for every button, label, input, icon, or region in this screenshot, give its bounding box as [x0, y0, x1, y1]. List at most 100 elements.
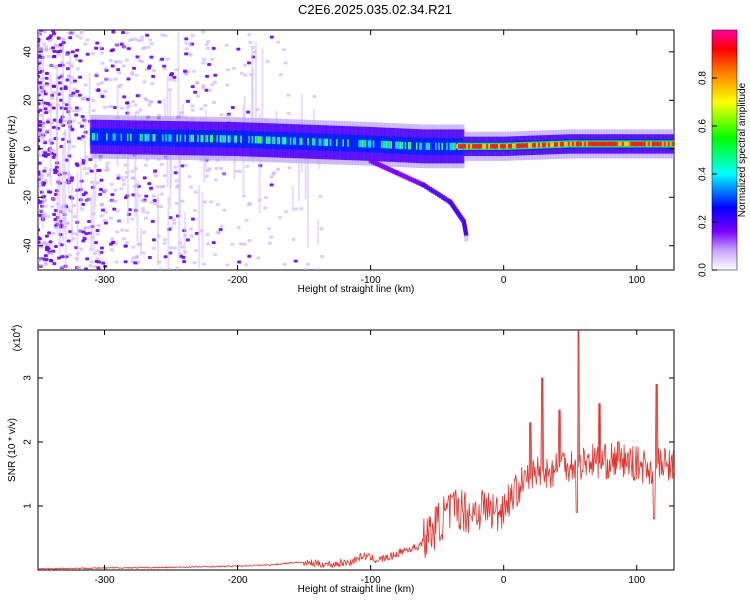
- spectrogram-noise-cell: [184, 47, 189, 51]
- spectrogram-band-mid: [125, 128, 128, 146]
- spectrogram-noise-cell: [52, 49, 57, 53]
- spectrogram-noise-cell: [207, 88, 212, 92]
- spectrogram-band-core: [265, 136, 269, 144]
- snr-panel: -300 -200 -100 0 100 1 2 3 Height of straight l…: [7, 325, 675, 595]
- spectrogram-band-core: [388, 141, 391, 149]
- spectrogram-noise-cell: [79, 247, 84, 251]
- spectrogram-band-core: [396, 141, 399, 149]
- spectrogram-noise-cell: [159, 163, 164, 167]
- spectrogram-band-mid: [110, 128, 114, 146]
- spectrogram-noise-cell: [162, 174, 167, 178]
- spectrogram-noise-cell: [184, 52, 189, 56]
- spectrogram-band-core: [146, 133, 149, 142]
- spectrogram-noise-cell: [150, 82, 155, 86]
- spectrogram-band-peak: [502, 144, 505, 149]
- spectrogram-band-core: [200, 134, 203, 143]
- spectrogram-streak: [157, 193, 160, 266]
- spectrogram-band-peak: [472, 144, 475, 149]
- spectrogram-band-mid: [102, 128, 106, 146]
- spectrogram-band-mid: [433, 137, 436, 155]
- spectrogram-band-core: [363, 140, 366, 148]
- spectrogram-noise-cell: [44, 258, 49, 262]
- spectrogram-noise-cell: [38, 228, 41, 232]
- spectrogram-band-mid: [155, 129, 158, 147]
- spectrogram-noise-cell: [96, 89, 101, 93]
- spectrogram-band-mid: [377, 135, 380, 153]
- spectrogram-band-peak: [657, 141, 661, 147]
- spectrogram-noise-cell: [87, 167, 92, 171]
- spectrogram-band-peak: [671, 141, 674, 147]
- spectrogram-band-peak: [579, 141, 583, 147]
- spectrogram-noise-cell: [88, 158, 93, 162]
- spectrogram-band-core: [415, 142, 419, 150]
- spectrogram-band-peak: [478, 144, 481, 149]
- spectrogram-band-core: [206, 134, 209, 143]
- spectrogram-noise-cell: [46, 54, 51, 58]
- spectrogram-noise-cell: [126, 77, 131, 81]
- spectrogram-noise-cell: [172, 246, 177, 250]
- spectrogram-band-peak: [521, 143, 525, 148]
- spectrogram-band-peak: [665, 141, 669, 147]
- spectrogram-noise-cell: [72, 215, 77, 219]
- spectrogram-band-peak: [504, 144, 507, 149]
- spectrogram-noise-cell: [95, 228, 100, 232]
- spectrogram-band-core: [120, 133, 123, 141]
- spectrogram-band-mid: [348, 134, 352, 152]
- spectrogram-noise-cell: [173, 171, 178, 175]
- spectrogram-band-mid: [321, 133, 324, 151]
- spectrogram-noise-cell: [172, 75, 177, 79]
- spectrogram-streak: [84, 121, 87, 161]
- spectrogram-band-core: [261, 136, 264, 144]
- spectrogram-noise-cell: [125, 31, 130, 35]
- spectrogram-band-core: [273, 136, 277, 145]
- spectrogram-band-peak: [563, 141, 567, 147]
- spectrogram-band-peak: [587, 141, 591, 147]
- spectrogram-noise-cell: [77, 136, 82, 140]
- spectrogram-noise-cell: [38, 216, 41, 220]
- colorbar-tick-label: 0.2: [698, 215, 709, 229]
- spectrogram-noise-cell: [108, 58, 113, 62]
- spectrogram-noise-cell: [64, 53, 69, 57]
- spectrogram-noise-cell: [145, 211, 150, 215]
- spectrogram-band-peak: [517, 143, 521, 148]
- spectrogram-band-mid: [225, 130, 229, 148]
- snr-ticks: -300 -200 -100 0 100 1 2 3: [23, 330, 674, 586]
- spectrogram-noise-cell: [243, 63, 248, 67]
- spectrogram-noise-cell: [163, 34, 168, 38]
- spectrogram-noise-cell: [172, 221, 177, 225]
- spectrogram-noise-cell: [75, 67, 80, 71]
- spectrogram-noise-cell: [248, 41, 253, 45]
- spectrogram-noise-cell: [38, 221, 41, 225]
- spectrogram-noise-cell: [219, 224, 224, 228]
- spectrogram-noise-cell: [225, 83, 230, 87]
- spectrogram-streak: [64, 205, 67, 269]
- spectrogram-band-core: [162, 134, 165, 142]
- spectrogram-noise-cell: [44, 71, 49, 75]
- spectrogram-x-tick-label: -300: [95, 275, 115, 286]
- spectrogram-y-tick-label: -40: [23, 238, 34, 253]
- spectrogram-noise-cell: [44, 111, 49, 115]
- spectrogram-band-peak: [494, 144, 497, 149]
- spectrogram-noise-cell: [190, 34, 195, 38]
- spectrogram-band-mid: [118, 128, 122, 146]
- spectrogram-noise-cell: [43, 154, 48, 158]
- spectrogram-band-peak: [571, 141, 575, 147]
- spectrogram-band-peak: [661, 141, 665, 147]
- spectrogram-noise-cell: [205, 46, 210, 50]
- spectrogram-band-mid: [198, 129, 201, 147]
- spectrogram-noise-cell: [209, 200, 214, 204]
- spectrogram-band-core: [289, 137, 293, 145]
- spectrogram-band-mid: [142, 129, 146, 147]
- spectrogram-band-peak: [514, 143, 517, 149]
- spectrogram-noise-cell: [116, 173, 121, 177]
- spectrogram-band-mid: [245, 130, 248, 148]
- spectrogram-band-mid: [136, 128, 139, 146]
- spectrogram-band-mid: [203, 130, 206, 148]
- spectrogram-noise-cell: [123, 260, 128, 264]
- spectrogram-band-mid: [174, 129, 178, 147]
- spectrogram-band-mid: [332, 134, 336, 152]
- spectrogram-noise-cell: [38, 96, 41, 100]
- spectrogram-noise-cell: [67, 253, 72, 257]
- spectrogram-band-core: [283, 137, 286, 145]
